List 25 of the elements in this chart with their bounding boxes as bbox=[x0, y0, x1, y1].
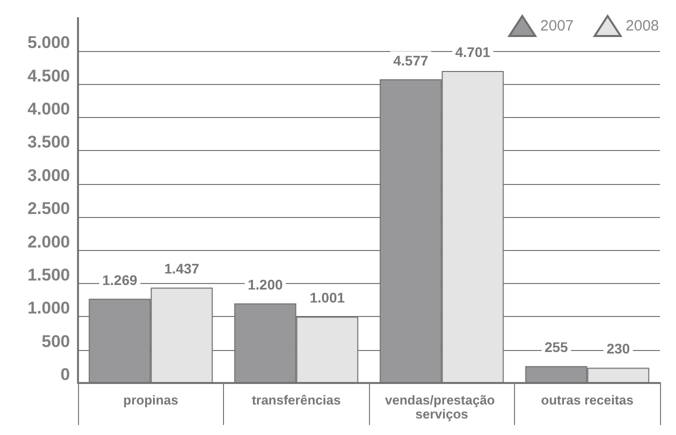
data-label: 1.269 bbox=[102, 272, 138, 288]
legend-label: 2007 bbox=[540, 18, 574, 34]
legend-label: 2008 bbox=[626, 18, 660, 34]
data-label: 1.437 bbox=[164, 260, 200, 277]
data-label: 255 bbox=[544, 339, 568, 356]
y-tick-label: 4.000 bbox=[27, 100, 70, 119]
y-tick-label: 1.000 bbox=[27, 298, 70, 318]
y-tick-label: 5.000 bbox=[27, 33, 70, 52]
y-tick-label: 3.000 bbox=[27, 166, 70, 185]
y-tick-label: 2.500 bbox=[27, 199, 70, 218]
x-tick-label: transferências bbox=[252, 392, 341, 408]
y-tick-label: 2.000 bbox=[27, 232, 70, 252]
x-tick-label: outras receitas bbox=[541, 392, 634, 408]
x-tick-label: vendas/prestação serviços bbox=[385, 392, 498, 422]
data-label: 230 bbox=[606, 340, 630, 357]
y-tick-label: 4.500 bbox=[27, 66, 70, 86]
y-tick-label: 0 bbox=[60, 365, 70, 384]
y-tick-label: 1.500 bbox=[27, 265, 70, 284]
data-label: 1.001 bbox=[310, 290, 345, 306]
y-tick-label: 3.500 bbox=[27, 132, 70, 152]
y-tick-label: 500 bbox=[42, 332, 70, 351]
data-label: 4.701 bbox=[455, 44, 490, 60]
data-label: 4.577 bbox=[393, 52, 428, 68]
x-tick-label: propinas bbox=[123, 392, 178, 408]
data-label: 1.200 bbox=[248, 276, 283, 292]
